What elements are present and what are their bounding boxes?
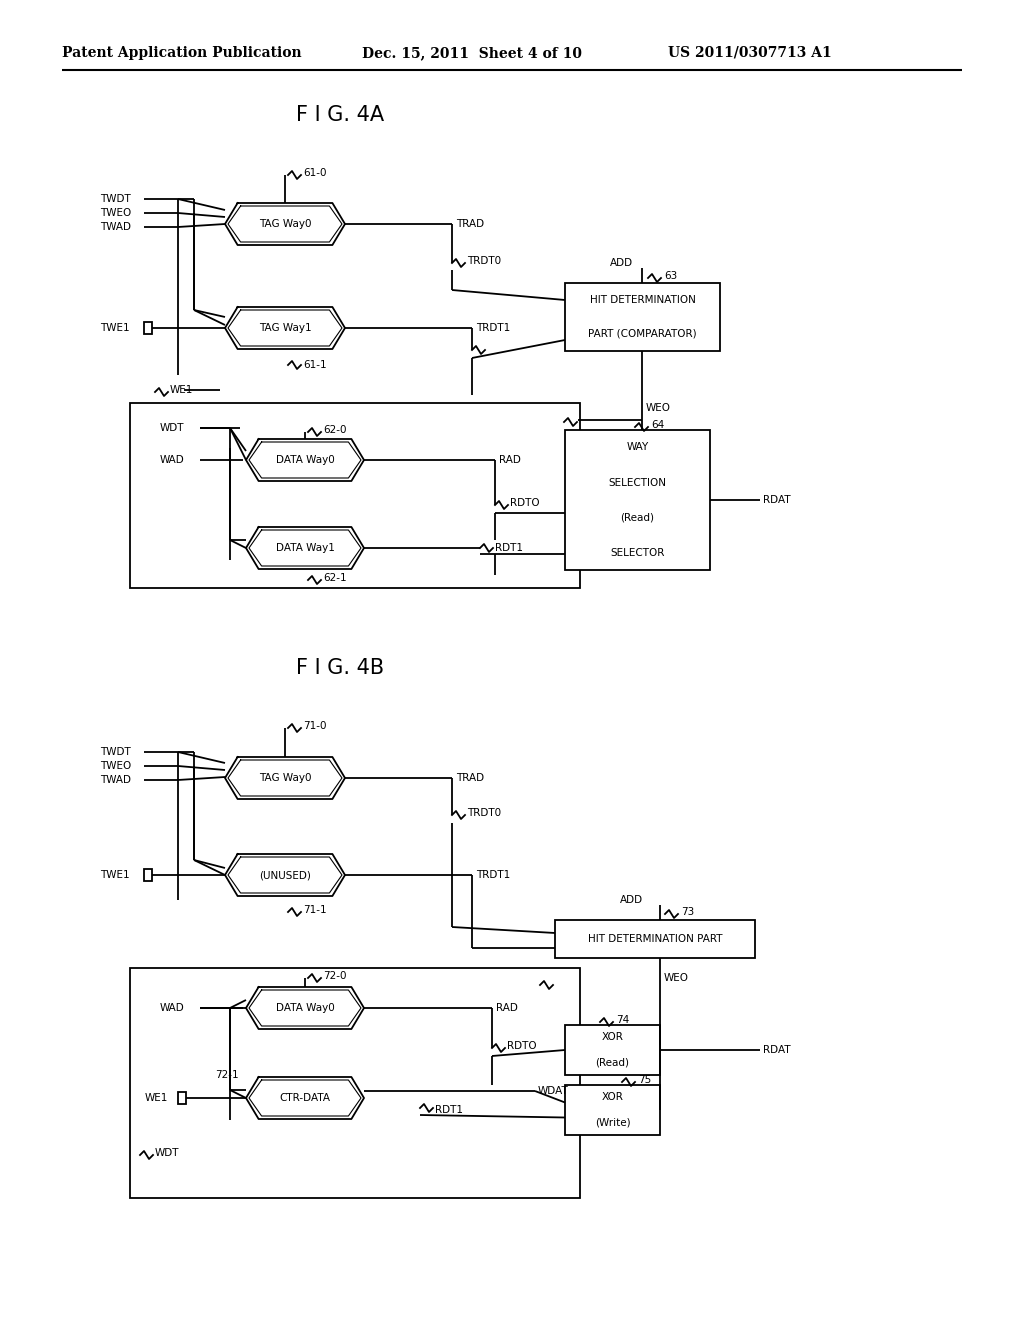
Text: XOR: XOR [601, 1032, 624, 1043]
Text: (Read): (Read) [596, 1057, 630, 1068]
Text: 63: 63 [664, 271, 677, 281]
Text: SELECTOR: SELECTOR [610, 548, 665, 557]
Bar [130, 968, 580, 1199]
Text: DATA Way0: DATA Way0 [275, 1003, 335, 1012]
Text: 62-0: 62-0 [323, 425, 346, 436]
Text: RDTO: RDTO [510, 498, 540, 508]
Text: WE1: WE1 [145, 1093, 168, 1104]
Text: TWDT: TWDT [100, 747, 131, 756]
Text: Dec. 15, 2011  Sheet 4 of 10: Dec. 15, 2011 Sheet 4 of 10 [362, 46, 582, 59]
Bar [565, 1085, 660, 1135]
Text: WDT: WDT [160, 422, 184, 433]
Text: RDAT: RDAT [763, 495, 791, 506]
Text: CTR-DATA: CTR-DATA [280, 1093, 331, 1104]
Polygon shape [246, 1077, 364, 1119]
Text: (UNUSED): (UNUSED) [259, 870, 311, 880]
Text: ADD: ADD [620, 895, 643, 906]
Text: HIT DETERMINATION PART: HIT DETERMINATION PART [588, 935, 722, 944]
Text: DATA Way0: DATA Way0 [275, 455, 335, 465]
Polygon shape [225, 756, 345, 799]
Text: 72-0: 72-0 [323, 972, 346, 981]
Text: RAD: RAD [499, 455, 521, 465]
Text: WDAT: WDAT [538, 1086, 568, 1096]
Text: WEO: WEO [646, 403, 671, 413]
Text: WAY: WAY [627, 442, 648, 453]
Bar [565, 1026, 660, 1074]
Text: HIT DETERMINATION: HIT DETERMINATION [590, 294, 695, 305]
Text: WAD: WAD [160, 455, 184, 465]
Polygon shape [225, 203, 345, 246]
Text: SELECTION: SELECTION [608, 478, 667, 487]
Text: WE1: WE1 [170, 385, 194, 395]
Polygon shape [246, 527, 364, 569]
Text: TWAD: TWAD [100, 222, 131, 232]
Text: 62-1: 62-1 [323, 573, 347, 583]
Bar [144, 322, 152, 334]
Text: WAD: WAD [160, 1003, 184, 1012]
Text: TRDT1: TRDT1 [476, 870, 510, 880]
Text: 75: 75 [638, 1074, 651, 1085]
Text: 61-1: 61-1 [303, 360, 327, 370]
Text: F I G. 4A: F I G. 4A [296, 106, 384, 125]
Text: TRDT0: TRDT0 [467, 256, 501, 267]
Text: ADD: ADD [610, 257, 633, 268]
Text: TAG Way1: TAG Way1 [259, 323, 311, 333]
Bar [555, 920, 755, 958]
Bar [130, 403, 580, 587]
Text: TRAD: TRAD [456, 219, 484, 228]
Text: RDTO: RDTO [507, 1041, 537, 1051]
Text: DATA Way1: DATA Way1 [275, 543, 335, 553]
Bar [565, 282, 720, 351]
Polygon shape [246, 987, 364, 1030]
Text: US 2011/0307713 A1: US 2011/0307713 A1 [668, 46, 831, 59]
Polygon shape [225, 854, 345, 896]
Text: PART (COMPARATOR): PART (COMPARATOR) [588, 329, 696, 339]
Text: WDT: WDT [155, 1148, 179, 1158]
Bar [565, 430, 710, 570]
Text: 74: 74 [616, 1015, 630, 1026]
Text: TAG Way0: TAG Way0 [259, 774, 311, 783]
Text: TRDT0: TRDT0 [467, 808, 501, 818]
Text: 71-0: 71-0 [303, 721, 327, 731]
Text: TAG Way0: TAG Way0 [259, 219, 311, 228]
Text: TWEO: TWEO [100, 209, 131, 218]
Text: RDAT: RDAT [763, 1045, 791, 1055]
Text: TRDT1: TRDT1 [476, 323, 510, 333]
Text: 64: 64 [651, 420, 665, 430]
Text: TWAD: TWAD [100, 775, 131, 785]
Text: (Read): (Read) [621, 512, 654, 523]
Polygon shape [225, 308, 345, 348]
Text: 72-1: 72-1 [215, 1071, 239, 1080]
Text: TWEO: TWEO [100, 762, 131, 771]
Text: 61-0: 61-0 [303, 168, 327, 178]
Text: F I G. 4B: F I G. 4B [296, 657, 384, 678]
Text: RDT1: RDT1 [495, 543, 523, 553]
Text: 73: 73 [681, 907, 694, 917]
Text: WEO: WEO [664, 973, 689, 983]
Text: TWDT: TWDT [100, 194, 131, 205]
Polygon shape [246, 440, 364, 480]
Text: TWE1: TWE1 [100, 870, 130, 880]
Text: TWE1: TWE1 [100, 323, 130, 333]
Text: 71-1: 71-1 [303, 906, 327, 915]
Text: RDT1: RDT1 [435, 1105, 463, 1115]
Bar [178, 1092, 186, 1104]
Text: Patent Application Publication: Patent Application Publication [62, 46, 302, 59]
Text: (Write): (Write) [595, 1118, 631, 1127]
Bar [144, 869, 152, 880]
Text: RAD: RAD [496, 1003, 518, 1012]
Text: TRAD: TRAD [456, 774, 484, 783]
Text: XOR: XOR [601, 1093, 624, 1102]
